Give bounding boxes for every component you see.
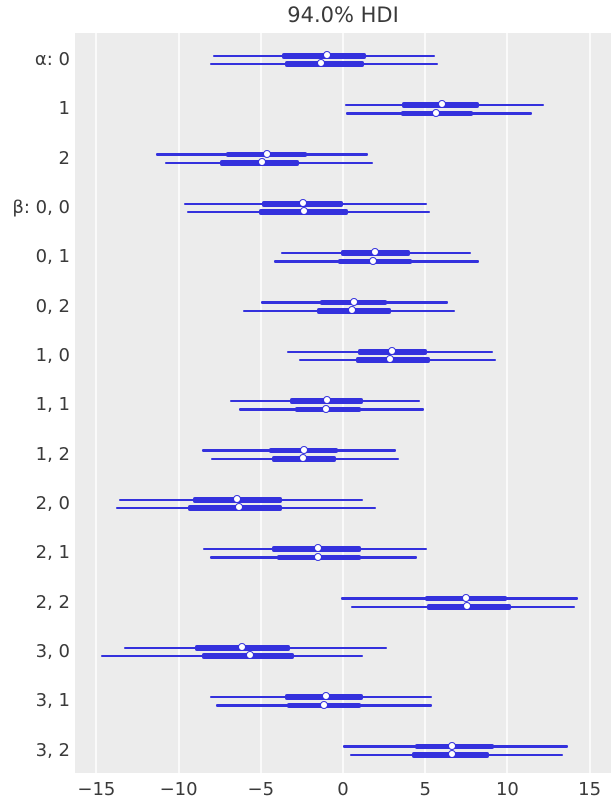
- y-tick-label-14: 3, 2: [35, 739, 70, 761]
- y-tick-label-3: β: 0, 0: [12, 196, 70, 218]
- y-tick-label-1: 1: [58, 98, 70, 120]
- median-marker-row9-chain0: [232, 494, 241, 503]
- median-marker-row13-chain0: [321, 692, 330, 701]
- median-marker-row1-chain0: [438, 100, 447, 109]
- median-marker-row12-chain0: [237, 642, 246, 651]
- median-marker-row13-chain1: [320, 700, 329, 709]
- y-tick-label-7: 1, 1: [35, 394, 70, 416]
- median-marker-row2-chain1: [257, 158, 266, 167]
- median-marker-row14-chain1: [448, 750, 457, 759]
- plot-title: 94.0% HDI: [287, 3, 399, 27]
- median-marker-row9-chain1: [234, 503, 243, 512]
- median-marker-row12-chain1: [246, 651, 255, 660]
- median-marker-row4-chain0: [371, 248, 380, 257]
- x-tick-label-5: 10: [495, 779, 519, 800]
- median-marker-row10-chain1: [313, 552, 322, 561]
- median-marker-row2-chain0: [262, 149, 271, 158]
- x-tick-label-0: −15: [77, 779, 116, 800]
- gridline-x-5: [424, 33, 427, 773]
- median-marker-row14-chain0: [448, 741, 457, 750]
- y-tick-label-12: 3, 0: [35, 640, 70, 662]
- median-marker-row7-chain0: [323, 396, 332, 405]
- median-marker-row7-chain1: [321, 404, 330, 413]
- median-marker-row3-chain1: [300, 207, 309, 216]
- median-marker-row5-chain1: [348, 306, 357, 315]
- x-tick-label-6: 15: [578, 779, 602, 800]
- x-tick-label-1: −10: [159, 779, 198, 800]
- y-tick-label-9: 2, 0: [35, 492, 70, 514]
- median-marker-row3-chain0: [298, 198, 307, 207]
- x-tick-label-3: 0: [337, 779, 349, 800]
- median-marker-row8-chain1: [298, 454, 307, 463]
- median-marker-row5-chain0: [349, 297, 358, 306]
- y-tick-label-6: 1, 0: [35, 344, 70, 366]
- y-tick-label-13: 3, 1: [35, 690, 70, 712]
- plot-area: [75, 33, 611, 773]
- median-marker-row1-chain1: [431, 108, 440, 117]
- y-tick-label-2: 2: [58, 147, 70, 169]
- y-tick-label-4: 0, 1: [35, 246, 70, 268]
- median-marker-row0-chain0: [323, 50, 332, 59]
- iqr-line-row0-chain1: [285, 61, 365, 67]
- median-marker-row6-chain0: [387, 346, 396, 355]
- median-marker-row11-chain0: [461, 593, 470, 602]
- x-tick-label-2: −5: [247, 779, 275, 800]
- x-tick-label-4: 5: [419, 779, 431, 800]
- median-marker-row6-chain1: [385, 355, 394, 364]
- median-marker-row0-chain1: [316, 59, 325, 68]
- gridline-x-15: [588, 33, 591, 773]
- gridline-x-10: [506, 33, 509, 773]
- median-marker-row10-chain0: [313, 544, 322, 553]
- y-tick-label-11: 2, 2: [35, 591, 70, 613]
- y-tick-label-8: 1, 2: [35, 443, 70, 465]
- median-marker-row8-chain0: [300, 445, 309, 454]
- y-tick-label-10: 2, 1: [35, 542, 70, 564]
- median-marker-row4-chain1: [369, 256, 378, 265]
- gridline-x--10: [177, 33, 180, 773]
- gridline-x--15: [95, 33, 98, 773]
- y-tick-label-0: α: 0: [34, 48, 70, 70]
- gridline-x--5: [259, 33, 262, 773]
- y-tick-label-5: 0, 2: [35, 295, 70, 317]
- median-marker-row11-chain1: [463, 602, 472, 611]
